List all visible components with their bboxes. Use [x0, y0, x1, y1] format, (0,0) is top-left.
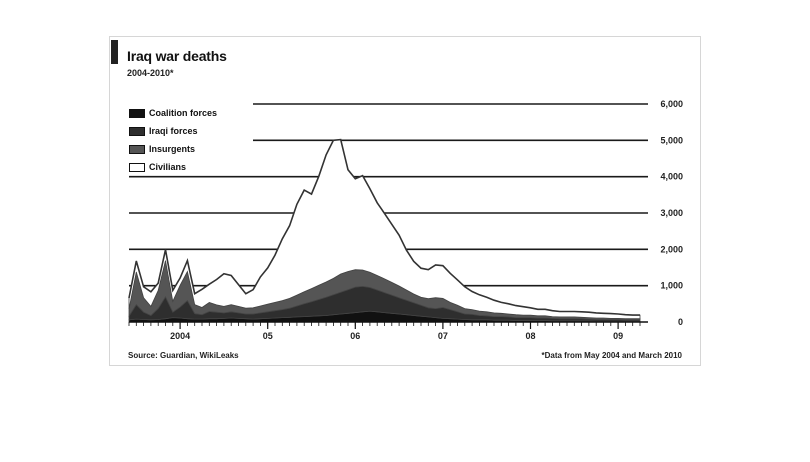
- legend-item-insurgents: Insurgents: [129, 140, 217, 158]
- x-tick-label: 08: [525, 331, 535, 341]
- footnote: *Data from May 2004 and March 2010: [541, 351, 682, 360]
- legend-swatch-coalition: [129, 108, 145, 118]
- x-tick-label: 2004: [170, 331, 190, 341]
- legend-label-civilians: Civilians: [149, 162, 187, 172]
- legend-swatch-iraqi: [129, 126, 145, 136]
- chart-subtitle: 2004-2010*: [127, 68, 174, 78]
- legend-label-iraqi: Iraqi forces: [149, 126, 198, 136]
- y-tick-label: 2,000: [660, 244, 683, 254]
- y-tick-label: 1,000: [660, 281, 683, 291]
- x-tick-label: 09: [613, 331, 623, 341]
- x-tick-label: 07: [438, 331, 448, 341]
- y-tick-label: 4,000: [660, 172, 683, 182]
- legend-swatch-insurgents: [129, 144, 145, 154]
- legend: Coalition forces Iraqi forces Insurgents…: [129, 104, 217, 176]
- y-tick-label: 6,000: [660, 99, 683, 109]
- x-tick-label: 06: [350, 331, 360, 341]
- legend-label-coalition: Coalition forces: [149, 108, 218, 118]
- y-tick-label: 3,000: [660, 208, 683, 218]
- title-accent-bar: [111, 40, 118, 64]
- x-tick-label: 05: [263, 331, 273, 341]
- chart-title: Iraq war deaths: [127, 48, 227, 64]
- y-tick-label: 0: [678, 317, 683, 327]
- source-note: Source: Guardian, WikiLeaks: [128, 351, 239, 360]
- total-outline: [128, 138, 640, 316]
- legend-label-insurgents: Insurgents: [149, 144, 196, 154]
- legend-item-civilians: Civilians: [129, 158, 217, 176]
- legend-item-coalition: Coalition forces: [129, 104, 217, 122]
- legend-swatch-civilians: [129, 162, 145, 172]
- legend-item-iraqi: Iraqi forces: [129, 122, 217, 140]
- y-tick-label: 5,000: [660, 135, 683, 145]
